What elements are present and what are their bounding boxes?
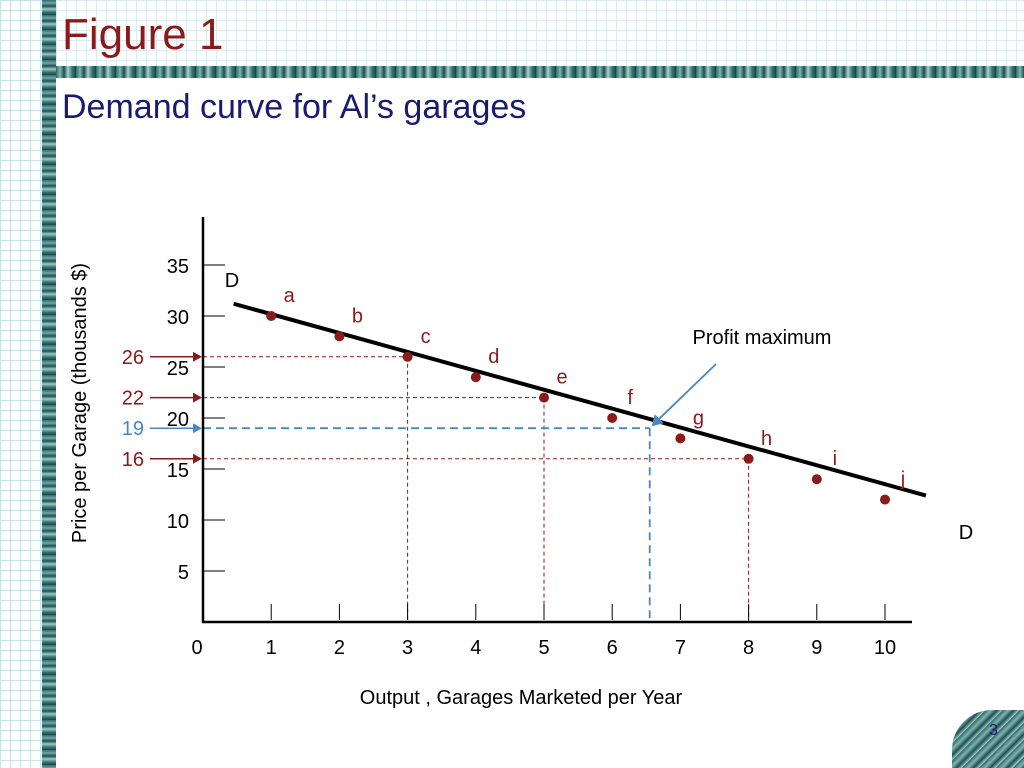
y-tick-label-5: 5 bbox=[178, 562, 189, 584]
profit-arrow bbox=[656, 363, 717, 422]
point-label-h: h bbox=[761, 428, 772, 450]
x-tick-label-6: 6 bbox=[607, 637, 618, 659]
demand-label-end: D bbox=[959, 522, 973, 544]
point-label-g: g bbox=[693, 407, 704, 429]
x-tick-label-7: 7 bbox=[675, 637, 686, 659]
price-arrowhead-26 bbox=[193, 351, 202, 362]
axes: Output , Garages Marketed per Year Price … bbox=[69, 217, 912, 709]
y-tick-label-25: 25 bbox=[167, 358, 189, 380]
point-i bbox=[811, 474, 822, 485]
decorative-marble-bar-vertical bbox=[42, 0, 56, 768]
y-tick-label-20: 20 bbox=[167, 409, 189, 431]
data-points: a b c d e f g h i j bbox=[266, 285, 905, 505]
x-tick-label-8: 8 bbox=[743, 637, 754, 659]
point-label-a: a bbox=[284, 285, 296, 307]
slide-subtitle: Demand curve for Al’s garages bbox=[62, 88, 527, 126]
x-tick-label-1: 1 bbox=[266, 637, 277, 659]
point-label-c: c bbox=[421, 326, 431, 348]
figure-title: Figure 1 bbox=[62, 10, 224, 59]
price-arrowhead-16 bbox=[193, 453, 202, 464]
decorative-grid-band bbox=[56, 0, 1024, 66]
page-number: 3 bbox=[989, 722, 998, 739]
decorative-grid-strip bbox=[0, 0, 42, 768]
y-tick-label-10: 10 bbox=[167, 511, 189, 533]
point-a bbox=[266, 311, 277, 321]
x-tick-label-3: 3 bbox=[402, 637, 413, 659]
point-label-j: j bbox=[900, 469, 905, 491]
point-c bbox=[402, 351, 413, 362]
x-tick-label-5: 5 bbox=[538, 637, 549, 659]
y-tick-label-15: 15 bbox=[167, 460, 189, 482]
x-tick-label-10: 10 bbox=[874, 637, 896, 659]
profit-arrowhead bbox=[651, 414, 664, 427]
point-g bbox=[675, 433, 686, 444]
point-b bbox=[334, 331, 345, 342]
x-tick-label-9: 9 bbox=[811, 637, 822, 659]
point-e bbox=[539, 392, 549, 403]
guide-lines bbox=[203, 356, 750, 622]
price-arrowhead-19 bbox=[193, 423, 202, 434]
price-arrowhead-22 bbox=[193, 392, 202, 403]
point-label-b: b bbox=[352, 305, 363, 327]
y-axis-title: Price per Garage (thousands $) bbox=[69, 263, 91, 543]
y-tick-label-35: 35 bbox=[167, 256, 189, 278]
decorative-corner bbox=[952, 710, 1024, 768]
point-label-i: i bbox=[833, 448, 837, 470]
decorative-marble-bar-horizontal bbox=[56, 66, 1024, 78]
point-h bbox=[743, 453, 754, 464]
y-tick-label-30: 30 bbox=[167, 307, 189, 329]
x-tick-label-2: 2 bbox=[334, 637, 345, 659]
point-label-e: e bbox=[556, 367, 567, 389]
profit-maximum-label: Profit maximum bbox=[693, 327, 832, 349]
point-j bbox=[880, 494, 890, 505]
point-label-f: f bbox=[627, 387, 633, 409]
price-markers: 26 22 19 16 bbox=[122, 347, 202, 471]
demand-curve: DD bbox=[225, 270, 973, 544]
demand-label-start: D bbox=[225, 270, 239, 292]
ticks: 5 10 15 20 25 30 35 1 2 3 4 5 6 7 8 9 10 0 bbox=[167, 256, 896, 659]
origin-label: 0 bbox=[191, 637, 202, 659]
x-tick-label-4: 4 bbox=[470, 637, 481, 659]
x-axis-title: Output , Garages Marketed per Year bbox=[360, 687, 683, 709]
price-label-22: 22 bbox=[122, 388, 144, 410]
annotations: Profit maximum bbox=[651, 327, 832, 427]
price-label-26: 26 bbox=[122, 347, 144, 369]
point-label-d: d bbox=[488, 346, 499, 368]
point-d bbox=[470, 372, 481, 383]
point-f bbox=[607, 413, 618, 423]
demand-line bbox=[233, 301, 927, 498]
price-label-19: 19 bbox=[122, 418, 144, 440]
price-label-16: 16 bbox=[122, 449, 144, 471]
